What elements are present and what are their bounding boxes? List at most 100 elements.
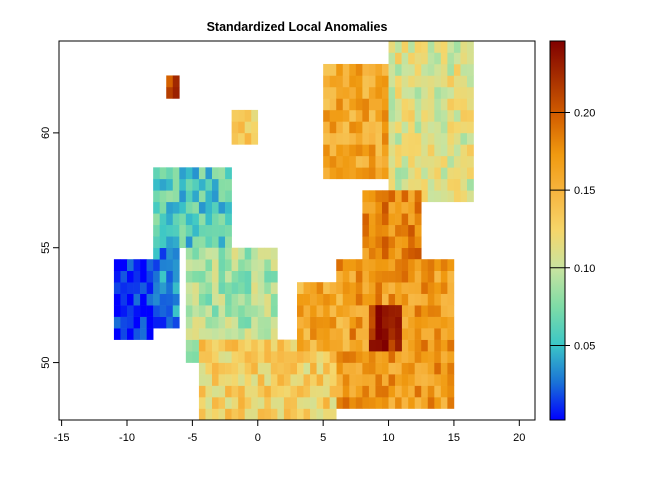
heatmap-cell <box>133 293 141 306</box>
heatmap-cell <box>467 75 474 88</box>
x-tick-label: 0 <box>255 432 261 444</box>
y-axis: 50 55 60 <box>40 127 60 369</box>
heatmap-cell <box>401 374 409 386</box>
heatmap-cell <box>460 190 468 203</box>
heatmap-cell <box>447 52 455 65</box>
heatmap-cell <box>297 351 304 363</box>
heatmap-cell <box>408 155 415 168</box>
heatmap-cell <box>447 132 455 145</box>
heatmap-cell <box>401 52 409 65</box>
heatmap-cell <box>349 121 357 134</box>
heatmap-cell <box>185 282 193 294</box>
heatmap-cell <box>225 339 232 352</box>
heatmap-cell <box>297 362 304 375</box>
heatmap-cell <box>375 270 383 283</box>
heatmap-cell <box>270 339 278 352</box>
heatmap-cell <box>414 385 422 398</box>
heatmap-cell <box>257 270 265 283</box>
heatmap-cell <box>408 374 415 386</box>
heatmap-cell <box>185 339 193 352</box>
heatmap-cell <box>251 385 259 398</box>
heatmap-cell <box>408 52 415 65</box>
heatmap-cell <box>264 328 272 340</box>
heatmap-cell <box>408 167 415 180</box>
heatmap-cell <box>212 201 219 214</box>
heatmap-cell <box>225 385 232 398</box>
heatmap-cell <box>238 109 245 122</box>
heatmap-cell <box>310 397 317 409</box>
heatmap-cell <box>414 270 422 283</box>
heatmap-cell <box>159 178 167 191</box>
heatmap-cell <box>408 121 415 134</box>
heatmap-cell <box>264 293 272 306</box>
heatmap-cell <box>395 385 402 398</box>
heatmap-cell <box>205 282 213 294</box>
heatmap-cell <box>166 259 174 271</box>
heatmap-cell <box>382 236 389 249</box>
heatmap-cell <box>408 132 415 145</box>
heatmap-cell <box>192 259 200 271</box>
heatmap-cell <box>434 167 442 180</box>
heatmap-cell <box>382 270 389 283</box>
heatmap-cell <box>316 351 324 363</box>
heatmap-cell <box>375 98 383 111</box>
heatmap-cell <box>238 351 245 363</box>
heatmap-cell <box>172 270 180 283</box>
heatmap-cell <box>447 374 455 386</box>
heatmap-cell <box>172 75 180 88</box>
heatmap-cell <box>395 155 402 168</box>
heatmap-cell <box>427 121 435 134</box>
heatmap-cell <box>159 270 167 283</box>
heatmap-cell <box>440 270 448 283</box>
heatmap-cell <box>198 247 206 260</box>
heatmap-cell <box>329 132 337 145</box>
heatmap-cell <box>395 86 402 99</box>
heatmap-cell <box>362 86 370 99</box>
heatmap-cell <box>336 144 344 157</box>
heatmap-cell <box>270 362 278 375</box>
heatmap-cell <box>408 247 415 260</box>
heatmap-cell <box>251 374 259 386</box>
heatmap-cell <box>434 305 442 317</box>
heatmap-cell <box>159 282 167 294</box>
heatmap-cell <box>427 328 435 340</box>
heatmap-cell <box>159 190 167 203</box>
heatmap-cell <box>401 397 409 409</box>
heatmap-cell <box>238 270 245 283</box>
heatmap-cell <box>382 167 389 180</box>
heatmap-cell <box>231 305 239 317</box>
heatmap-cell <box>336 362 344 375</box>
heatmap-cell <box>368 75 376 88</box>
heatmap-cell <box>212 374 219 386</box>
heatmap-cell <box>303 339 311 352</box>
heatmap-cell <box>133 282 141 294</box>
heatmap-cell <box>225 328 232 340</box>
heatmap-cell <box>205 270 213 283</box>
heatmap-cell <box>447 98 455 111</box>
heatmap-cell <box>414 155 422 168</box>
heatmap-cell <box>375 121 383 134</box>
heatmap-cell <box>355 305 363 317</box>
heatmap-cell <box>453 132 461 145</box>
heatmap-cell <box>434 98 442 111</box>
heatmap-cell <box>290 374 298 386</box>
heatmap-cell <box>153 247 160 260</box>
heatmap-cell <box>316 316 324 329</box>
heatmap-cell <box>355 270 363 283</box>
heatmap-cell <box>382 374 389 386</box>
heatmap-cell <box>388 259 396 271</box>
heatmap-cell <box>218 270 226 283</box>
heatmap-cell <box>375 167 383 180</box>
heatmap-cell <box>120 316 128 329</box>
heatmap-cell <box>427 63 435 76</box>
heatmap-cell <box>192 167 200 180</box>
heatmap-cell <box>414 190 422 203</box>
heatmap-cell <box>140 293 147 306</box>
heatmap-cell <box>238 259 245 271</box>
heatmap-cell <box>375 374 383 386</box>
x-tick-label: 15 <box>448 432 460 444</box>
heatmap-cell <box>395 224 402 237</box>
heatmap-cell <box>159 201 167 214</box>
heatmap-cell <box>427 86 435 99</box>
heatmap-cell <box>225 259 232 271</box>
